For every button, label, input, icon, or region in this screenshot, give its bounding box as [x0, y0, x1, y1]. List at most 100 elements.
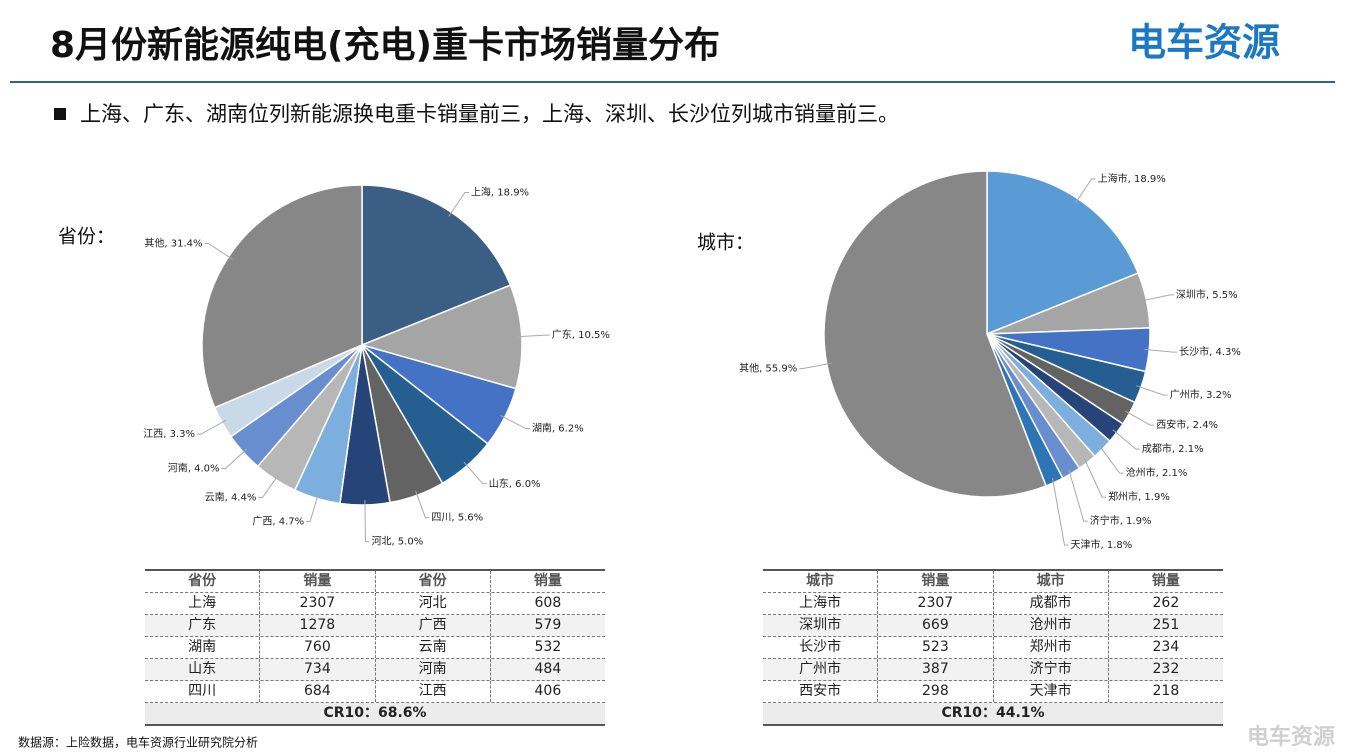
table-cell: 684 [260, 681, 376, 702]
table-cell: 广州市 [763, 659, 879, 680]
table-row: 山东 734 河南 484 [145, 659, 605, 681]
leader-line [516, 334, 550, 338]
table-cell: 218 [1152, 683, 1180, 699]
leader-line [500, 415, 530, 430]
leader-line [1068, 469, 1088, 522]
table-cell: 251 [1152, 617, 1180, 633]
table-footer: CR10：44.1% [763, 703, 1223, 724]
table-cell: 云南 [376, 637, 491, 658]
table-cell: 2307 [260, 593, 376, 614]
leader-line [448, 191, 469, 217]
table-row: 上海 2307 河北 608 [145, 593, 605, 615]
data-label: 郑州市, 1.9% [1108, 490, 1170, 503]
header-cell: 省份 [376, 571, 491, 592]
table-cell: 四川 [145, 681, 261, 702]
table-row: 四川 684 江西 406 [145, 681, 605, 703]
data-label: 湖南, 6.2% [532, 422, 584, 435]
table-cell: 387 [878, 659, 994, 680]
leader-line [1098, 445, 1124, 474]
leader-line [364, 500, 370, 543]
title: 8月份新能源纯电(充电)重卡市场销量分布 [50, 25, 720, 66]
leader-line [221, 448, 248, 469]
data-label: 其他, 31.4% [144, 236, 202, 249]
data-label: 江西, 3.3% [143, 428, 195, 440]
table-cell: 2307 [878, 593, 994, 614]
leader-line [306, 493, 319, 523]
table-cell: 西安市 [763, 681, 879, 702]
table-cell: 669 [878, 615, 994, 636]
leader-line [1052, 477, 1069, 546]
leader-line [1075, 178, 1096, 204]
data-label: 四川, 5.6% [431, 513, 483, 524]
data-label: 上海市, 18.9% [1098, 172, 1166, 185]
header-cell: 销量 [533, 573, 562, 589]
data-label: 深圳市, 5.5% [1176, 288, 1238, 301]
data-label: 河南, 4.0% [168, 461, 220, 474]
leader-line [204, 242, 233, 260]
table-cell: 760 [260, 637, 376, 658]
leader-line [1083, 458, 1107, 498]
table-cell: 232 [1152, 661, 1180, 677]
table-cell: 江西 [376, 681, 491, 702]
leader-line [197, 419, 227, 435]
table-cell: 广东 [145, 615, 261, 636]
bullet-marker [54, 108, 66, 120]
logo: 电车资源 [1128, 21, 1280, 65]
table-cell: 郑州市 [994, 637, 1109, 658]
data-label: 济宁市, 1.9% [1090, 514, 1152, 527]
data-label: 云南, 4.4% [205, 491, 257, 504]
data-table: 省份 销量 省份 销量 上海 2307 河北 608 广东 1278 广西 579 湖南 760 云南 532… [145, 569, 605, 726]
table-cell: 深圳市 [763, 615, 879, 636]
table-cell: 成都市 [994, 593, 1109, 614]
data-label: 其他, 55.9% [739, 361, 797, 374]
leader-line [1124, 410, 1155, 426]
leader-line [1136, 385, 1168, 396]
table-footer: CR10：68.6% [145, 703, 605, 724]
table-cell: 579 [534, 617, 562, 633]
data-label: 上海, 18.9% [471, 185, 529, 198]
source: 数据源：上险数据，电车资源行业研究院分析 [18, 735, 258, 750]
leader-line [1141, 294, 1174, 302]
leader-line [1112, 429, 1140, 450]
data-label: 西安市, 2.4% [1156, 418, 1218, 431]
data-label: 沧州市, 2.1% [1126, 466, 1188, 479]
table-row: 湖南 760 云南 532 [145, 637, 605, 659]
table-cell: 湖南 [145, 637, 261, 658]
table-cell: 长沙市 [763, 637, 879, 658]
table-row: 长沙市 523 郑州市 234 [763, 637, 1223, 659]
data-label: 山东, 6.0% [489, 477, 541, 490]
data-label: 广东, 10.5% [552, 328, 610, 341]
table-row: 广州市 387 济宁市 232 [763, 659, 1223, 681]
leader-line [799, 362, 832, 369]
data-label: 河北, 5.0% [371, 536, 423, 548]
table-cell: 484 [534, 661, 562, 677]
data-label: 天津市, 1.8% [1070, 538, 1132, 551]
table-cell: 沧州市 [994, 615, 1109, 636]
header-cell: 销量 [878, 571, 994, 592]
table-row: 广东 1278 广西 579 [145, 615, 605, 637]
data-label: 长沙市, 4.3% [1179, 345, 1241, 358]
data-label: 广西, 4.7% [252, 516, 304, 528]
table-cell: 262 [1152, 595, 1180, 611]
table-cell: 608 [534, 595, 562, 611]
data-table: 城市 销量 城市 销量 上海市 2307 成都市 262 深圳市 669 沧州市 251 长沙市 523 郑… [763, 569, 1223, 726]
table-row: 上海市 2307 成都市 262 [763, 593, 1223, 615]
leader-line [463, 461, 487, 485]
table-header: 省份 销量 省份 销量 [145, 571, 605, 593]
table-row: 深圳市 669 沧州市 251 [763, 615, 1223, 637]
table-cell: 734 [260, 659, 376, 680]
table-cell: 河南 [376, 659, 491, 680]
table-cell: 河北 [376, 593, 491, 614]
table-cell: 上海市 [763, 593, 879, 614]
table-cell: 406 [534, 683, 562, 699]
bullet-text: 上海、广东、湖南位列新能源换电重卡销量前三，上海、深圳、长沙位列城市销量前三。 [80, 102, 899, 126]
watermark: 电车资源 [1247, 724, 1335, 750]
table-cell: 上海 [145, 593, 261, 614]
leader-line [415, 490, 430, 519]
leader-line [1144, 348, 1178, 353]
table-header: 城市 销量 城市 销量 [763, 571, 1223, 593]
table-row: 西安市 298 天津市 218 [763, 681, 1223, 703]
table-cell: 1278 [260, 615, 376, 636]
header-cell: 销量 [1151, 573, 1180, 589]
